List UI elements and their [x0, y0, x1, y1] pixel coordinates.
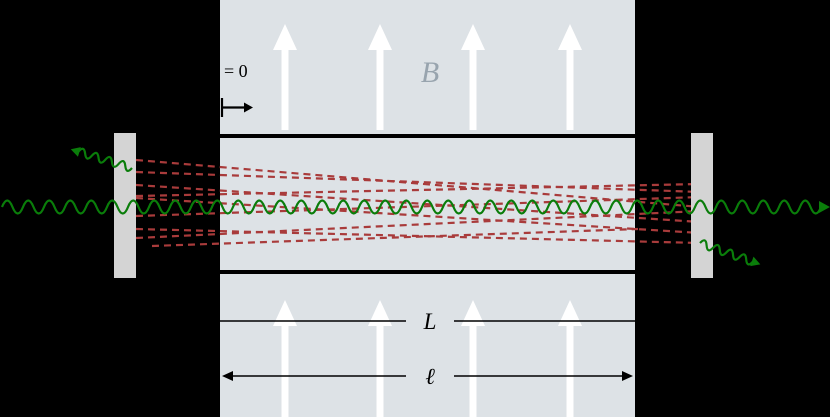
- origin-label: = 0: [224, 61, 248, 81]
- photon-arrowhead-icon: [70, 147, 81, 157]
- dimension-arrow-right-icon: [622, 371, 633, 381]
- axion-ray-group: [135, 158, 701, 248]
- field-arrow-icon: [558, 24, 582, 130]
- photon-wave-leak: [699, 239, 761, 267]
- photon-wave-main: [0, 199, 830, 215]
- axion-ray: [135, 170, 701, 194]
- field-arrow-icon: [368, 300, 392, 417]
- dimension-arrow-left-icon: [222, 371, 233, 381]
- photon-arrowhead-icon: [819, 201, 830, 213]
- axion-ray: [135, 196, 701, 235]
- dimension-L-label: L: [423, 309, 437, 334]
- axion-ray: [135, 195, 701, 218]
- magnet-region: [220, 0, 635, 417]
- field-arrow-icon: [273, 300, 297, 417]
- photon-wave-group: [0, 147, 830, 267]
- photon-wave-reflected: [70, 147, 133, 172]
- axion-ray: [151, 227, 639, 248]
- field-label: B: [421, 56, 439, 89]
- field-arrow-group: [273, 24, 582, 417]
- axion-ray: [135, 209, 701, 240]
- photon-arrowhead-icon: [750, 256, 761, 267]
- dimension-ell-label: ℓ: [425, 364, 435, 389]
- axis-marker-icon: [220, 98, 253, 117]
- mirror-right: [691, 133, 713, 278]
- field-arrow-icon: [368, 24, 392, 130]
- field-arrow-icon: [558, 300, 582, 417]
- field-arrow-icon: [461, 300, 485, 417]
- field-arrow-icon: [273, 24, 297, 130]
- dimension-ell: [222, 371, 633, 381]
- field-arrow-icon: [461, 24, 485, 130]
- tube-walls: [220, 134, 635, 274]
- axion-ray: [135, 182, 701, 198]
